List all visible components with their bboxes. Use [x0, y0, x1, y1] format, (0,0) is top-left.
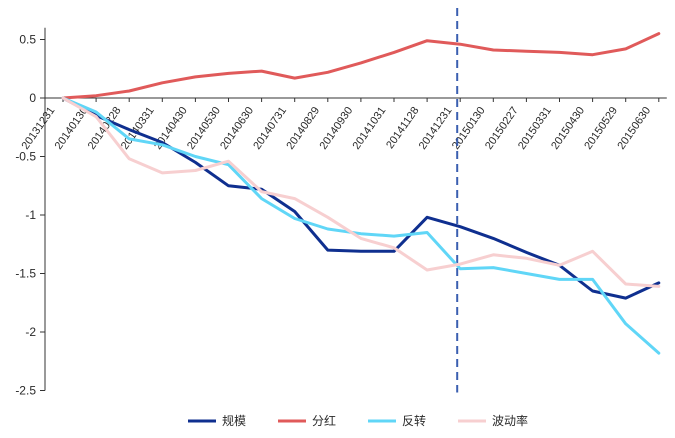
- y-tick-label: -1: [25, 208, 36, 222]
- legend-label: 波动率: [492, 413, 528, 428]
- series-lines: [61, 32, 661, 355]
- y-tick-label: -2.5: [15, 384, 36, 398]
- x-tick-label: 20141128: [384, 105, 421, 151]
- y-tick-label: -0.5: [15, 150, 36, 164]
- series-line: [61, 96, 661, 288]
- x-tick-label: 20150630: [615, 105, 653, 152]
- series-line: [61, 32, 661, 100]
- y-tick-label: -1.5: [15, 267, 36, 281]
- legend-label: 规模: [222, 413, 246, 428]
- legend: 规模 分红 反转 波动率: [188, 413, 528, 428]
- x-tick-label: 20141031: [351, 105, 389, 152]
- y-axis: 0.5 0 -0.5 -1 -1.5 -2 -2.5: [15, 27, 46, 398]
- legend-label: 反转: [402, 413, 426, 428]
- legend-label: 分红: [312, 413, 336, 428]
- y-tick-label: -2: [25, 325, 36, 339]
- y-tick-label: 0: [29, 91, 36, 105]
- y-tick-label: 0.5: [19, 33, 36, 47]
- series-line: [61, 96, 661, 355]
